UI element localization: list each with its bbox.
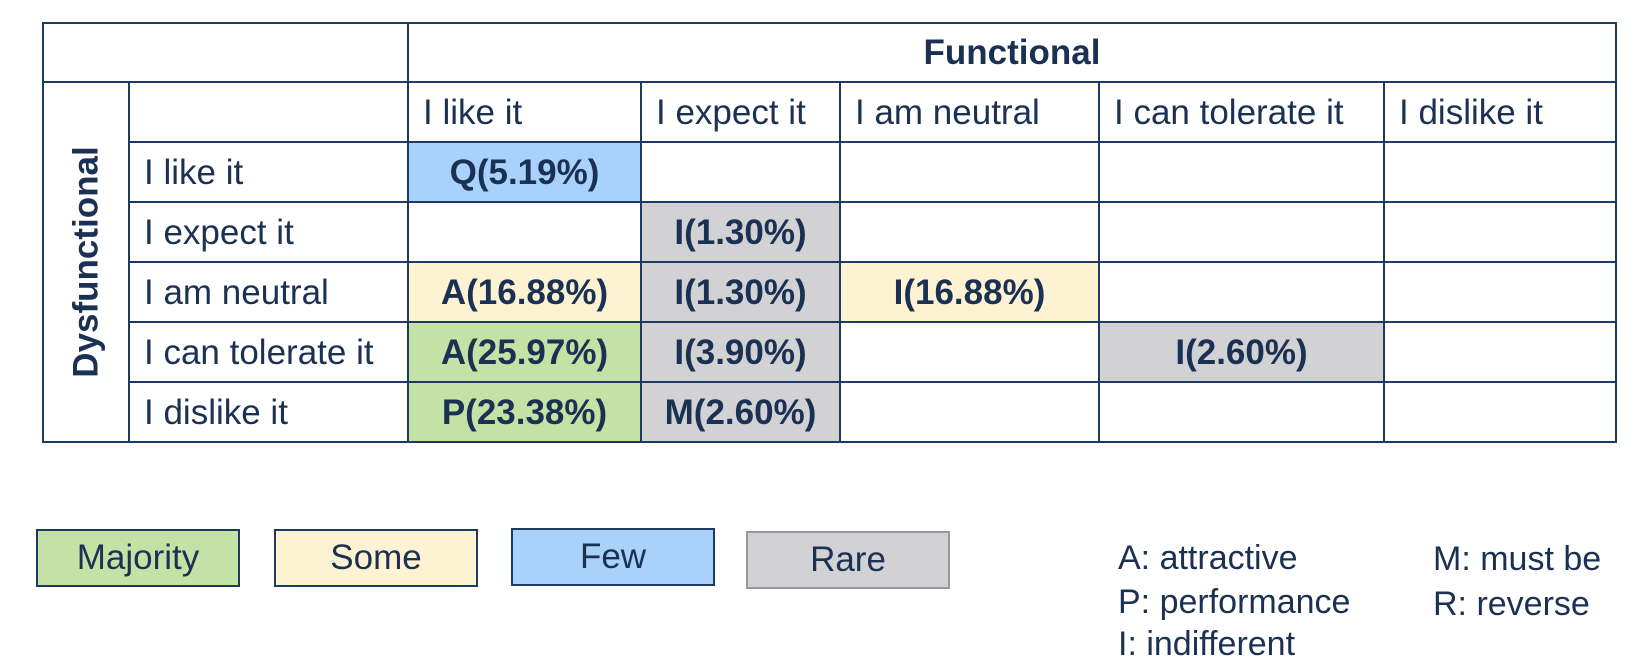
row-label-tolerate: I can tolerate it [128, 321, 409, 383]
cell-like-like: Q(5.19%) [407, 141, 642, 203]
key-indifferent: I: indifferent [1118, 625, 1296, 663]
corner-cell [42, 22, 409, 83]
functional-header-row: Functional [42, 22, 1618, 83]
cell-expect-dislike [1382, 201, 1618, 263]
cell-neutral-neutral: I(16.88%) [839, 261, 1100, 323]
col-header-expect: I expect it [640, 81, 841, 143]
cell-dislike-dislike [1382, 381, 1618, 443]
key-must-be: M: must be [1433, 540, 1602, 578]
cell-tolerate-neutral [839, 321, 1100, 383]
dysfunctional-cell: Dysfunctional [42, 81, 130, 443]
cell-dislike-tolerate [1098, 381, 1385, 443]
dysfunctional-title: Dysfunctional [66, 146, 106, 378]
legend-majority: Majority [36, 529, 240, 587]
cell-tolerate-like: A(25.97%) [407, 321, 642, 383]
table-row: I can tolerate it A(25.97%) I(3.90%) I(2… [43, 321, 1618, 383]
cell-dislike-neutral [839, 381, 1100, 443]
col-header-like: I like it [407, 81, 642, 143]
column-header-row: Dysfunctional I like it I expect it I am… [42, 81, 1618, 443]
row-label-like: I like it [128, 141, 409, 203]
cell-like-expect [640, 141, 841, 203]
table-row: I expect it I(1.30%) [43, 201, 1618, 263]
cell-tolerate-dislike [1382, 321, 1618, 383]
cell-neutral-like: A(16.88%) [407, 261, 642, 323]
row-label-neutral: I am neutral [128, 261, 409, 323]
row-header-corner [128, 81, 409, 143]
kano-matrix: Functional Dysfunctional I like it I exp… [42, 22, 1618, 443]
cell-dislike-expect: M(2.60%) [640, 381, 841, 443]
cell-tolerate-expect: I(3.90%) [640, 321, 841, 383]
cell-tolerate-tolerate: I(2.60%) [1098, 321, 1385, 383]
row-label-expect: I expect it [128, 201, 409, 263]
cell-neutral-tolerate [1098, 261, 1385, 323]
key-attractive: A: attractive [1118, 539, 1298, 577]
cell-like-neutral [839, 141, 1100, 203]
table-row: I dislike it P(23.38%) M(2.60%) [43, 381, 1618, 443]
col-header-dislike: I dislike it [1382, 81, 1618, 143]
table-row: I am neutral A(16.88%) I(1.30%) I(16.88%… [43, 261, 1618, 323]
cell-expect-expect: I(1.30%) [640, 201, 841, 263]
cell-like-tolerate [1098, 141, 1385, 203]
key-performance: P: performance [1118, 583, 1351, 621]
cell-like-dislike [1382, 141, 1618, 203]
row-label-dislike: I dislike it [128, 381, 409, 443]
cell-expect-like [407, 201, 642, 263]
cell-neutral-expect: I(1.30%) [640, 261, 841, 323]
legend-rare: Rare [746, 531, 950, 589]
cell-expect-tolerate [1098, 201, 1385, 263]
cell-dislike-like: P(23.38%) [407, 381, 642, 443]
col-header-neutral: I am neutral [839, 81, 1100, 143]
col-header-tolerate: I can tolerate it [1098, 81, 1385, 143]
key-reverse: R: reverse [1433, 585, 1590, 623]
legend-some: Some [274, 529, 478, 587]
functional-title: Functional [406, 22, 1618, 83]
legend-few: Few [511, 528, 715, 586]
cell-expect-neutral [839, 201, 1100, 263]
table-row: I like it Q(5.19%) [43, 141, 1618, 203]
cell-neutral-dislike [1382, 261, 1618, 323]
